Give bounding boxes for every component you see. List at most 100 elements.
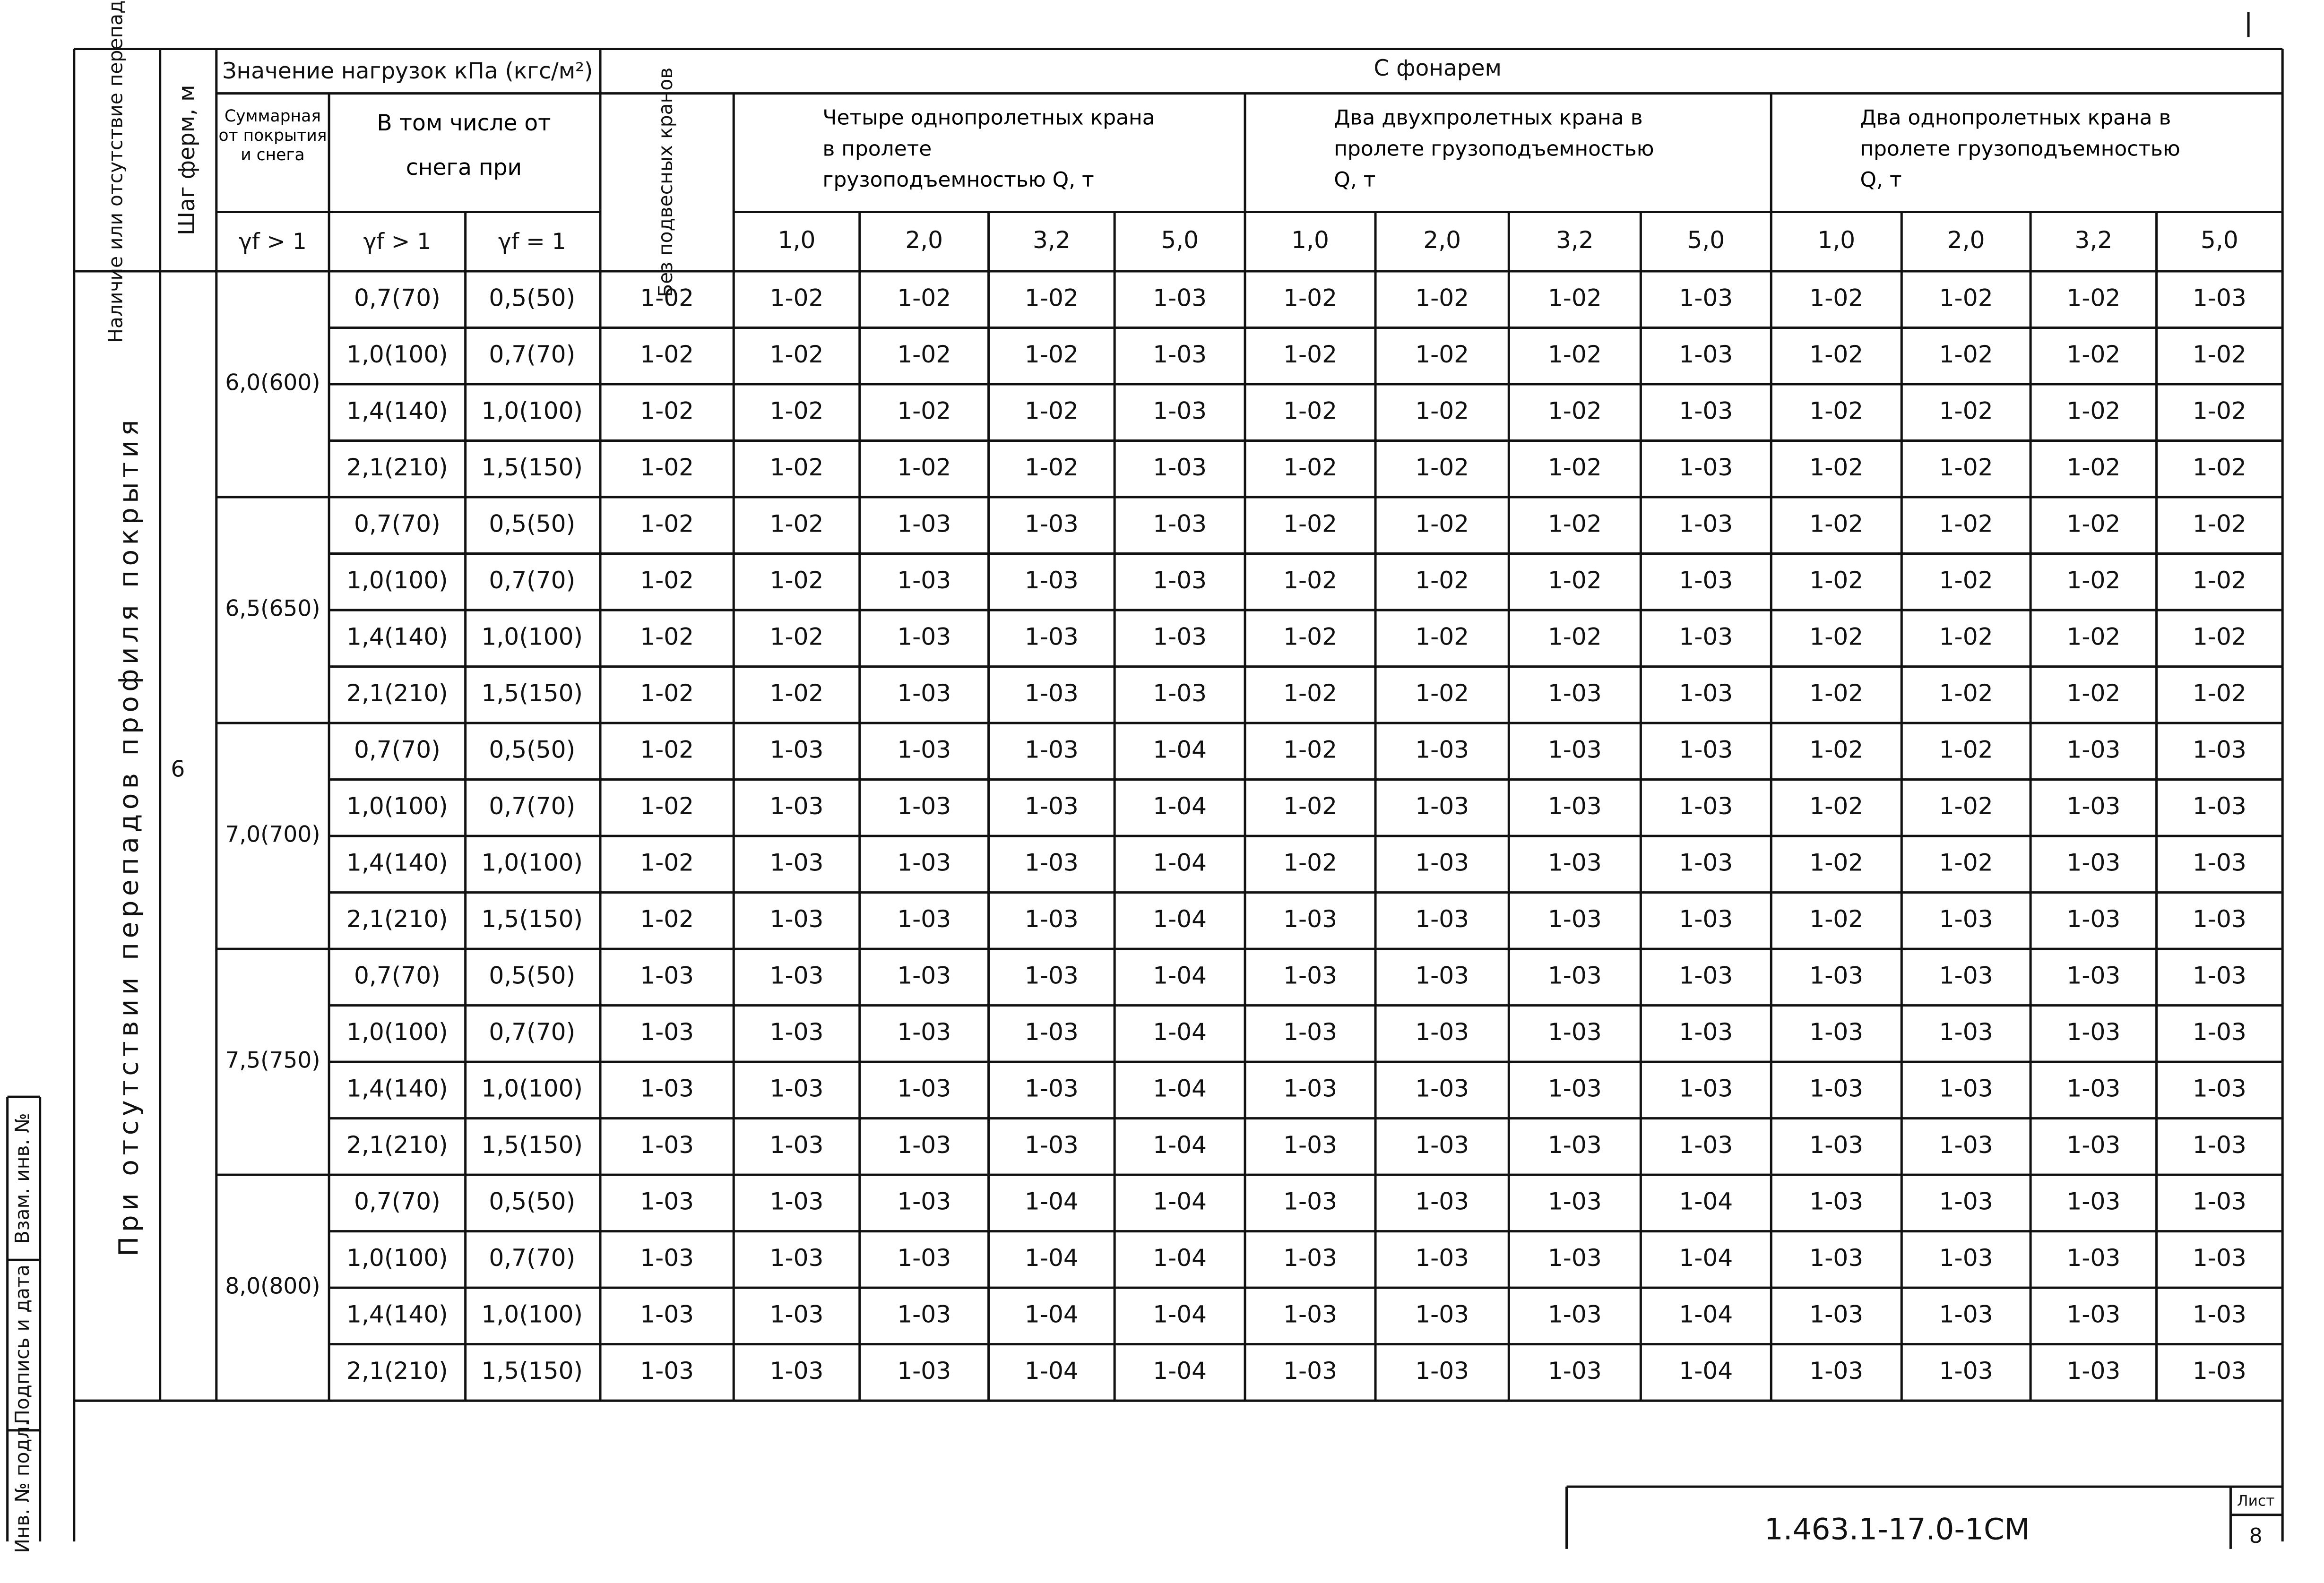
cell-value: 1-04 [1153, 1300, 1207, 1328]
cell-value: 1-03 [1939, 1074, 1993, 1102]
cell-value: 2,1(210) [346, 453, 448, 481]
cell-value: 1-02 [640, 735, 694, 763]
cell-value: 1-03 [1415, 905, 1469, 933]
cell-value: 1-03 [1809, 1244, 1863, 1272]
cell-value: 1-02 [1283, 679, 1337, 707]
cell-value: 1-03 [640, 1300, 694, 1328]
cell-value: 1-03 [1548, 1187, 1602, 1215]
cell-value: 1-03 [897, 566, 951, 594]
cell-value: 1-03 [897, 1357, 951, 1385]
crane-group-box: Два двухпролетных крана в пролете грузоп… [1334, 107, 1654, 193]
total-load: 6,5(650) [225, 596, 320, 622]
cell-value: 1-03 [1153, 566, 1207, 594]
cell-value: 1-02 [1283, 792, 1337, 820]
header-presence: Наличие или отсутствие перепадов [104, 0, 127, 343]
cell-value: 1-02 [1415, 340, 1469, 368]
cell-value: 1-02 [2066, 622, 2120, 650]
cell-value: 1-03 [1679, 396, 1733, 424]
header-total-box: Суммарная от покрытия и снега [218, 107, 327, 164]
cell-value: 1-03 [1939, 1131, 1993, 1159]
cell-value: 1,4(140) [346, 622, 448, 650]
q-value: 1,0 [778, 226, 816, 254]
cell-value: 1-03 [1679, 284, 1733, 311]
cell-value: 1-02 [1809, 396, 1863, 424]
q-value: 3,2 [2074, 226, 2112, 254]
cell-value: 1-03 [1548, 1131, 1602, 1159]
cell-value: 1-02 [1415, 396, 1469, 424]
cell-value: 0,5(50) [489, 1187, 575, 1215]
cell-value: 1-03 [1939, 1300, 1993, 1328]
cell-value: 1-03 [1025, 566, 1079, 594]
cell-value: 1-03 [1548, 1300, 1602, 1328]
cell-value: 1-03 [1415, 1300, 1469, 1328]
cell-value: 1-02 [1548, 453, 1602, 481]
cell-value: 1-02 [1939, 566, 1993, 594]
cell-value: 0,7(70) [354, 961, 441, 989]
stamp-inv: Инв. № подл. [11, 1420, 34, 1553]
cell-value: 0,7(70) [354, 284, 441, 311]
cell-value: 1-03 [897, 622, 951, 650]
cell-value: 1,0(100) [346, 1244, 448, 1272]
cell-value: 0,7(70) [489, 1018, 575, 1046]
cell-value: 1-02 [1548, 340, 1602, 368]
cell-value: 1-03 [1283, 1357, 1337, 1385]
cell-value: 1,4(140) [346, 396, 448, 424]
cell-value: 1-03 [2193, 1131, 2246, 1159]
cell-value: 1-02 [2193, 622, 2246, 650]
total-load: 8,0(800) [225, 1273, 320, 1299]
frame [6, 12, 2284, 1549]
cell-value: 1-04 [1025, 1357, 1079, 1385]
cell-value: 1-03 [1939, 1357, 1993, 1385]
cell-value: 1-04 [1153, 792, 1207, 820]
cell-value: 1-03 [1548, 679, 1602, 707]
cell-value: 1-02 [770, 622, 824, 650]
cell-value: 1-02 [1809, 905, 1863, 933]
cell-value: 1-04 [1679, 1187, 1733, 1215]
cell-value: 1-02 [1809, 284, 1863, 311]
cell-value: 1-02 [2193, 509, 2246, 537]
cell-value: 1-03 [1283, 1074, 1337, 1102]
cell-value: 1,5(150) [481, 1131, 583, 1159]
cell-value: 1-02 [640, 509, 694, 537]
header-load-values: Значение нагрузок кПа (кгс/м²) [222, 58, 593, 84]
cell-value: 1-03 [770, 905, 824, 933]
cell-value: 1,5(150) [481, 905, 583, 933]
cell-value: 1-04 [1153, 1018, 1207, 1046]
cell-value: 1-03 [1548, 1244, 1602, 1272]
cell-value: 1-04 [1025, 1300, 1079, 1328]
cell-value: 1-04 [1153, 1357, 1207, 1385]
q-value: 5,0 [1687, 226, 1725, 254]
cell-value: 1-03 [1283, 1131, 1337, 1159]
cell-value: 1-02 [1283, 396, 1337, 424]
cell-value: 1-02 [1283, 848, 1337, 876]
cell-value: 1-03 [1025, 1131, 1079, 1159]
cell-value: 1-03 [1679, 961, 1733, 989]
q-value: 2,0 [1423, 226, 1461, 254]
cell-value: 1-02 [1939, 396, 1993, 424]
cell-value: 1-03 [2066, 1131, 2120, 1159]
cell-value: 1,0(100) [346, 792, 448, 820]
cell-value: 1-02 [1548, 622, 1602, 650]
cell-value: 1-03 [2193, 1300, 2246, 1328]
cell-value: 1,0(100) [346, 340, 448, 368]
cell-value: 1-02 [1809, 566, 1863, 594]
cell-value: 1-03 [1025, 622, 1079, 650]
cell-value: 1,0(100) [481, 1300, 583, 1328]
cell-value: 1-02 [2193, 453, 2246, 481]
stamp-replace: Взам. инв. № [11, 1113, 34, 1244]
cell-value: 1-02 [1415, 509, 1469, 537]
cell-value: 1-02 [1939, 340, 1993, 368]
cell-value: 1-03 [1548, 792, 1602, 820]
cell-value: 1-03 [1283, 905, 1337, 933]
cell-value: 1-03 [1679, 792, 1733, 820]
cell-value: 1-04 [1153, 735, 1207, 763]
cell-value: 1-02 [2066, 284, 2120, 311]
sheet-label: Лист [2237, 1492, 2274, 1509]
cell-value: 1-03 [897, 1300, 951, 1328]
cell-value: 1-02 [1939, 848, 1993, 876]
cell-value: 1-03 [2066, 848, 2120, 876]
cell-value: 1-03 [897, 905, 951, 933]
truss-step-value: 6 [171, 757, 185, 783]
cell-value: 1-02 [1809, 735, 1863, 763]
